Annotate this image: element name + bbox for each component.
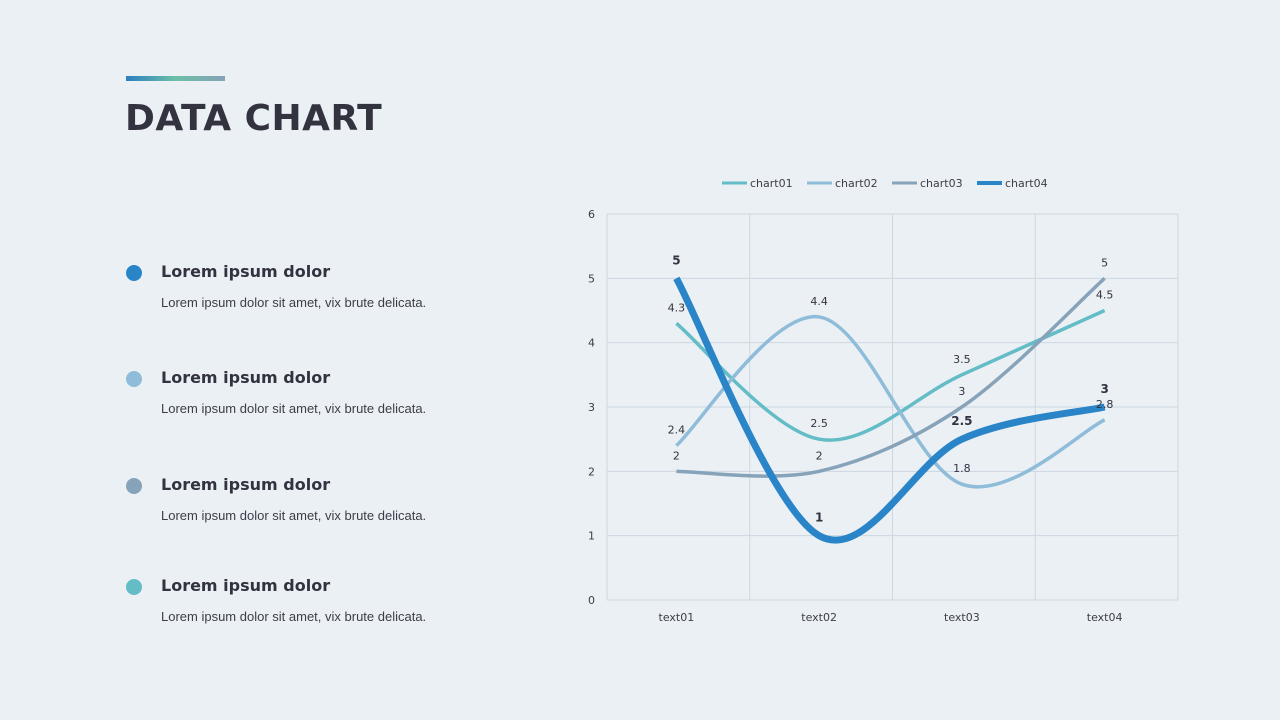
data-label: 2 [816, 449, 823, 462]
item-title: Lorem ipsum dolor [161, 262, 331, 281]
data-label: 5 [672, 253, 680, 267]
data-label: 1 [815, 511, 823, 525]
series-line-chart04 [673, 276, 1106, 544]
page-title: DATA CHART [125, 98, 383, 139]
data-label: 4.4 [810, 295, 828, 308]
data-label: 2.5 [810, 417, 828, 430]
y-tick-label: 0 [588, 594, 595, 607]
data-label: 2 [673, 449, 680, 462]
item-description: Lorem ipsum dolor sit amet, vix brute de… [161, 508, 427, 523]
item-title: Lorem ipsum dolor [161, 368, 331, 387]
y-tick-label: 3 [588, 401, 595, 414]
data-label: 4.3 [668, 301, 686, 314]
x-tick-label: text04 [1087, 611, 1123, 624]
bullet-dot-icon [126, 371, 142, 387]
bullet-dot-icon [126, 478, 142, 494]
legend-label: chart03 [920, 177, 963, 190]
item-description: Lorem ipsum dolor sit amet, vix brute de… [161, 401, 427, 416]
y-tick-label: 4 [588, 337, 595, 350]
data-label: 2.5 [951, 414, 972, 428]
item-description: Lorem ipsum dolor sit amet, vix brute de… [161, 609, 427, 624]
item-title: Lorem ipsum dolor [161, 475, 331, 494]
x-tick-label: text02 [801, 611, 837, 624]
data-label: 3 [958, 385, 965, 398]
x-tick-label: text01 [659, 611, 695, 624]
data-label: 3.5 [953, 353, 971, 366]
data-label: 2.4 [668, 424, 686, 437]
data-label: 2.8 [1096, 398, 1114, 411]
series-line-chart02 [675, 315, 1106, 489]
y-tick-label: 5 [588, 272, 595, 285]
data-label: 1.8 [953, 462, 971, 475]
legend-label: chart02 [835, 177, 878, 190]
item-description: Lorem ipsum dolor sit amet, vix brute de… [161, 295, 427, 310]
bullet-dot-icon [126, 265, 142, 281]
title-accent-bar [126, 76, 225, 81]
data-label: 3 [1100, 382, 1108, 396]
data-label: 5 [1101, 256, 1108, 269]
item-title: Lorem ipsum dolor [161, 576, 331, 595]
bullet-dot-icon [126, 579, 142, 595]
series-line-chart03 [676, 277, 1106, 478]
y-tick-label: 1 [588, 530, 595, 543]
y-tick-label: 6 [588, 208, 595, 221]
legend-label: chart01 [750, 177, 793, 190]
x-tick-label: text03 [944, 611, 980, 624]
data-label: 4.5 [1096, 289, 1114, 302]
series-line-chart01 [675, 308, 1106, 442]
y-tick-label: 2 [588, 465, 595, 478]
legend-label: chart04 [1005, 177, 1048, 190]
